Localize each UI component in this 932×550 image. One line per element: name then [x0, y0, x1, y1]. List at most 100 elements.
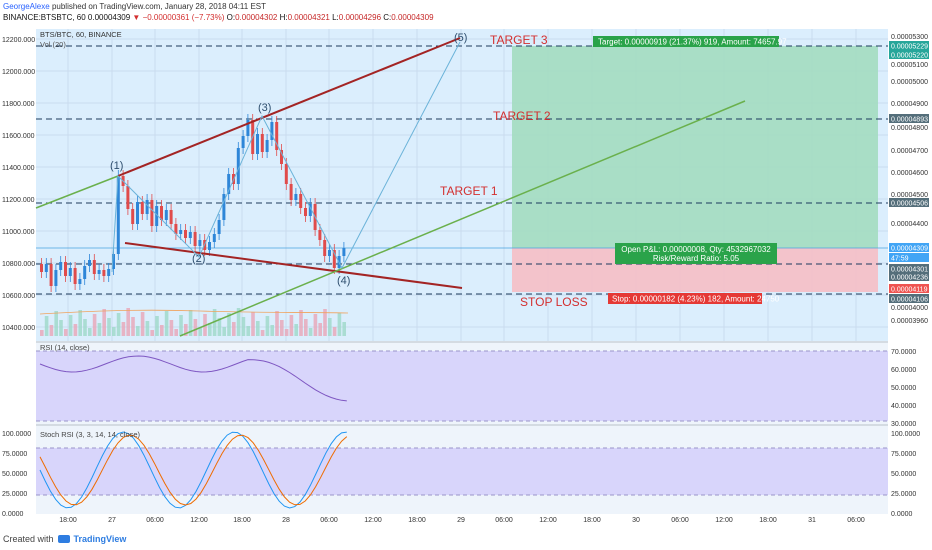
- stoch-right-tick: 100.0000: [891, 431, 920, 438]
- ohlc-high-value: 0.00004321: [287, 13, 330, 22]
- price-tag-bg: [889, 243, 929, 252]
- rsi-line: [39, 355, 347, 402]
- volume-bar: [342, 322, 346, 336]
- candle-body: [160, 206, 163, 220]
- channel-lower-line[interactable]: [124, 242, 463, 289]
- stoch-right-tick: 25.0000: [891, 491, 916, 498]
- elliott-wave-path[interactable]: [111, 41, 461, 273]
- volume-bar: [246, 326, 250, 336]
- price-tag-bg: [889, 253, 929, 262]
- time-axis[interactable]: 18:00 27 06:00 12:00 18:00 28 06:00 12:00 18:00 2…: [59, 517, 865, 524]
- volume-bar: [92, 314, 97, 336]
- rsi-title[interactable]: RSI (14, close): [40, 343, 90, 352]
- target-zone[interactable]: [512, 46, 878, 248]
- volume-bar: [59, 320, 63, 336]
- pnl-line-2: Risk/Reward Ratio: 5.05: [653, 254, 740, 263]
- rsi-tick: 50.0000: [891, 385, 916, 392]
- rsi-tick: 70.0000: [891, 349, 916, 356]
- author-link[interactable]: GeorgeAlexe: [3, 2, 50, 11]
- volume-bar: [150, 330, 154, 336]
- channel-upper-line[interactable]: [117, 37, 461, 177]
- volume-bar: [251, 312, 255, 336]
- stoch-left-tick: 100.0000: [2, 431, 31, 438]
- candle-body: [265, 140, 269, 152]
- volume-bar: [294, 324, 298, 336]
- wave-4-label: (4): [337, 275, 350, 287]
- volume-bar: [265, 316, 270, 336]
- stoch-left-tick: 75.0000: [2, 451, 27, 458]
- candle-body: [222, 194, 226, 220]
- price-tag-bg: [889, 198, 929, 207]
- published-text: published on TradingView.com, January 28…: [51, 2, 267, 11]
- candle-body: [332, 250, 336, 268]
- volume-bar: [54, 311, 58, 336]
- stoch-right-tick: 75.0000: [891, 451, 916, 458]
- main-legend-title[interactable]: BTS/BTC, 60, BINANCE: [40, 30, 122, 39]
- candle-body: [78, 279, 82, 284]
- publish-info: GeorgeAlexe published on TradingView.com…: [3, 2, 266, 11]
- volume-bars: [40, 308, 346, 336]
- candle-body: [299, 194, 303, 208]
- volume-bar: [136, 326, 140, 336]
- volume-bar: [188, 310, 193, 336]
- time-tick: 06:00: [495, 517, 513, 524]
- candle-body: [59, 262, 63, 270]
- rsi-pane[interactable]: RSI (14, close): [36, 343, 888, 424]
- price-tag-bg: [889, 114, 929, 123]
- candle-body: [145, 200, 149, 214]
- target-1-text: TARGET 1: [440, 184, 498, 198]
- ohlc-low-value: 0.00004296: [338, 13, 382, 22]
- candle-body: [116, 176, 120, 254]
- volume-bar: [44, 316, 49, 336]
- volume-bar: [179, 315, 183, 336]
- main-right-tick: 0.00003960: [891, 318, 928, 325]
- candle-body: [217, 220, 221, 234]
- ohlc-open-key: O:: [226, 13, 236, 22]
- price-tag-text: 0.00005220: [891, 53, 928, 60]
- tradingview-brand[interactable]: TradingView: [73, 534, 127, 544]
- main-pane[interactable]: (1) (2) (3) (4) (5) TARGET 3 TARGET 2 TA…: [35, 29, 888, 341]
- volume-legend[interactable]: Vol (20): [40, 40, 66, 49]
- volume-bar: [328, 318, 332, 336]
- price-tag-text: 0.00004506: [891, 201, 928, 208]
- stoch-k-line: [39, 431, 347, 509]
- target-info-text: Target: 0.00000919 (21.37%) 919, Amount:…: [598, 38, 787, 47]
- candle-body: [289, 184, 293, 200]
- wave-5-label: (5): [454, 32, 467, 44]
- volume-bar: [49, 325, 54, 336]
- trend-line-right[interactable]: [179, 100, 746, 337]
- volume-bar: [64, 329, 68, 336]
- time-tick: 27: [108, 517, 116, 524]
- ohlc-open-value: 0.00004302: [235, 13, 278, 22]
- stoch-pane[interactable]: Stoch RSI (3, 3, 14, 14, close): [36, 426, 888, 514]
- candle-body: [241, 136, 245, 148]
- volume-bar: [160, 325, 164, 336]
- pnl-info-box: [615, 243, 777, 264]
- main-right-tick: 0.00004000: [891, 305, 928, 312]
- volume-bar: [270, 325, 274, 336]
- price-change: ▼ −0.00000361 (−7.73%): [132, 13, 225, 22]
- volume-bar: [284, 329, 289, 336]
- created-with-text: Created with: [3, 534, 54, 544]
- volume-bar: [140, 312, 145, 336]
- volume-bar: [174, 329, 178, 336]
- trend-line-left[interactable]: [35, 175, 119, 209]
- rsi-axis[interactable]: 70.0000 60.0000 50.0000 40.0000 30.0000: [891, 349, 916, 428]
- volume-bar: [308, 328, 313, 336]
- target-3-text: TARGET 3: [490, 33, 548, 47]
- stoch-right-axis[interactable]: 100.0000 75.0000 50.0000 25.0000 0.0000: [891, 431, 920, 518]
- candle-body: [275, 122, 279, 150]
- candle-body: [246, 120, 250, 136]
- main-right-tick: 0.00004700: [891, 148, 928, 155]
- chart-canvas[interactable]: (1) (2) (3) (4) (5) TARGET 3 TARGET 2 TA…: [0, 24, 932, 530]
- stop-info-text: Stop: 0.00000182 (4.23%) 182, Amount: 24…: [612, 295, 780, 304]
- volume-bar: [184, 324, 188, 336]
- target-2-text: TARGET 2: [493, 109, 551, 123]
- rsi-tick: 60.0000: [891, 367, 916, 374]
- stoch-title[interactable]: Stoch RSI (3, 3, 14, 14, close): [40, 430, 141, 439]
- candle-body: [107, 269, 111, 276]
- stoch-left-axis[interactable]: 100.0000 75.0000 50.0000 25.0000 0.0000: [2, 431, 31, 518]
- candle-body: [179, 230, 183, 234]
- volume-bar: [222, 327, 226, 336]
- main-left-axis[interactable]: 12200.000 12000.000 11800.000 11600.000 1140…: [2, 37, 35, 332]
